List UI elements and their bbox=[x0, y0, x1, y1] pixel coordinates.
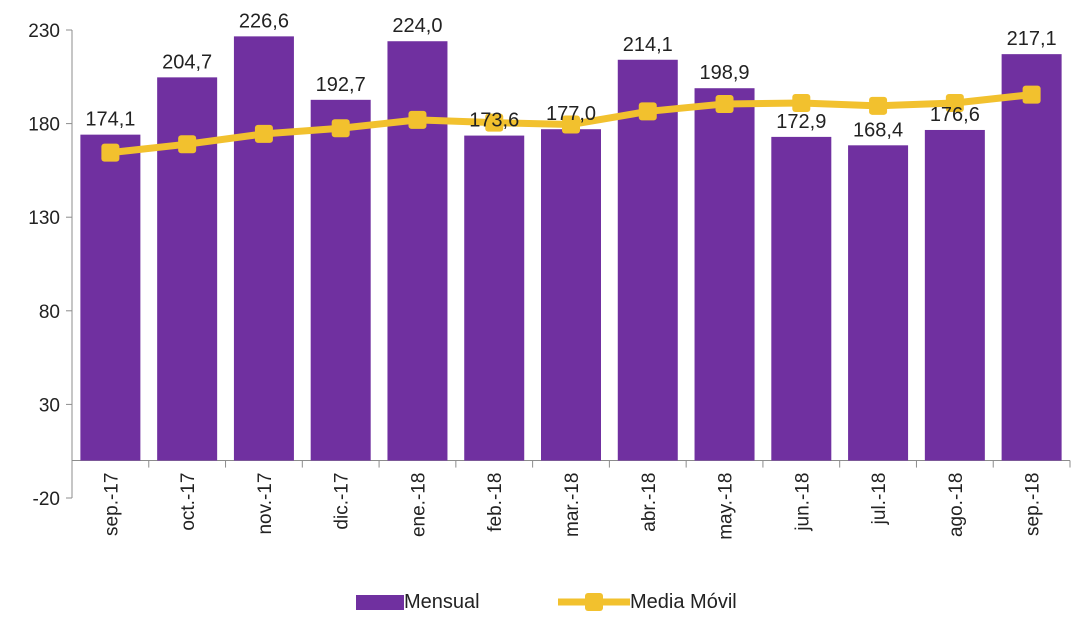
bar-mensual bbox=[694, 88, 755, 461]
bar-mensual bbox=[233, 36, 294, 461]
y-tick-label: 30 bbox=[39, 395, 60, 416]
legend-swatch-mensual bbox=[356, 595, 404, 610]
data-label-mensual: 168,4 bbox=[853, 119, 903, 141]
line-marker-media-movil bbox=[1022, 85, 1041, 104]
x-tick-label: sep.-18 bbox=[1023, 473, 1044, 536]
line-marker-media-movil bbox=[101, 143, 120, 162]
x-tick-label: oct.-17 bbox=[178, 473, 199, 531]
line-marker-media-movil bbox=[562, 115, 580, 134]
data-label-mensual: 214,1 bbox=[623, 34, 673, 56]
data-label-mensual: 226,6 bbox=[239, 10, 289, 32]
data-label-mensual: 173,6 bbox=[469, 110, 519, 132]
x-tick-label: dic.-17 bbox=[332, 473, 353, 530]
data-label-mensual: 224,0 bbox=[392, 15, 442, 37]
bar-mensual bbox=[541, 129, 601, 461]
line-marker-media-movil bbox=[254, 124, 273, 143]
x-tick-label: jun.-18 bbox=[792, 473, 813, 532]
line-marker-media-movil bbox=[178, 135, 197, 154]
data-label-mensual: 192,7 bbox=[316, 74, 366, 96]
line-marker-media-movil bbox=[408, 110, 427, 129]
bar-mensual bbox=[157, 77, 218, 461]
bar-series-mensual bbox=[80, 36, 1062, 461]
x-tick-label: ago.-18 bbox=[946, 473, 967, 537]
x-tick-label: nov.-17 bbox=[255, 473, 276, 535]
data-label-mensual: 204,7 bbox=[162, 51, 212, 73]
x-tick-label: abr.-18 bbox=[639, 473, 660, 532]
line-marker-media-movil bbox=[638, 102, 657, 121]
y-tick-label: -20 bbox=[33, 489, 60, 510]
legend-label-media-movil: Media Móvil bbox=[630, 591, 737, 613]
bar-mensual bbox=[924, 129, 985, 461]
data-label-mensual: 217,1 bbox=[1007, 28, 1057, 50]
legend: Mensual Media Móvil bbox=[356, 591, 737, 613]
line-marker-media-movil bbox=[792, 94, 811, 113]
line-marker-media-movil bbox=[331, 119, 350, 138]
line-marker-media-movil bbox=[869, 96, 888, 115]
x-tick-label: sep.-17 bbox=[101, 473, 122, 536]
bar-mensual bbox=[771, 136, 832, 461]
legend-label-mensual: Mensual bbox=[404, 591, 480, 613]
x-tick-label: jul.-18 bbox=[869, 473, 890, 526]
x-tick-label: mar.-18 bbox=[562, 473, 583, 537]
x-tick-label: ene.-18 bbox=[408, 473, 429, 537]
bar-mensual bbox=[80, 134, 141, 461]
bar-mensual bbox=[464, 135, 525, 461]
legend-marker-media-movil bbox=[585, 593, 603, 611]
data-labels: 174,1 204,7 226,6 192,7 224,0 173,6 177,0 214,1… bbox=[85, 10, 1056, 141]
bar-mensual bbox=[387, 41, 448, 461]
axes: -20 30 80 130 180 230 sep.-17 oct.-17 nov.-17 dic… bbox=[28, 21, 1071, 540]
data-label-mensual: 172,9 bbox=[776, 111, 826, 133]
y-tick-label: 230 bbox=[28, 21, 60, 42]
data-label-mensual: 198,9 bbox=[700, 62, 750, 84]
line-marker-media-movil bbox=[945, 94, 964, 113]
y-tick-label: 80 bbox=[39, 302, 60, 323]
line-marker-media-movil bbox=[485, 113, 504, 132]
x-tick-label: feb.-18 bbox=[485, 473, 506, 532]
bar-mensual bbox=[848, 145, 909, 461]
data-label-mensual: 176,6 bbox=[930, 104, 980, 126]
line-series-media-movil bbox=[101, 85, 1041, 162]
bar-mensual bbox=[310, 99, 371, 461]
data-label-mensual: 174,1 bbox=[85, 109, 135, 131]
line-marker-media-movil bbox=[715, 94, 734, 113]
y-tick-label: 130 bbox=[28, 208, 60, 229]
bar-mensual bbox=[1001, 54, 1062, 461]
x-tick-label: may.-18 bbox=[716, 473, 737, 540]
bar-mensual bbox=[617, 59, 678, 461]
data-label-mensual: 177,0 bbox=[546, 103, 596, 125]
y-tick-label: 180 bbox=[28, 115, 60, 136]
